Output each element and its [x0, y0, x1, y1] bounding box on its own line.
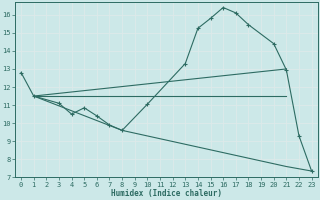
- X-axis label: Humidex (Indice chaleur): Humidex (Indice chaleur): [111, 189, 222, 198]
